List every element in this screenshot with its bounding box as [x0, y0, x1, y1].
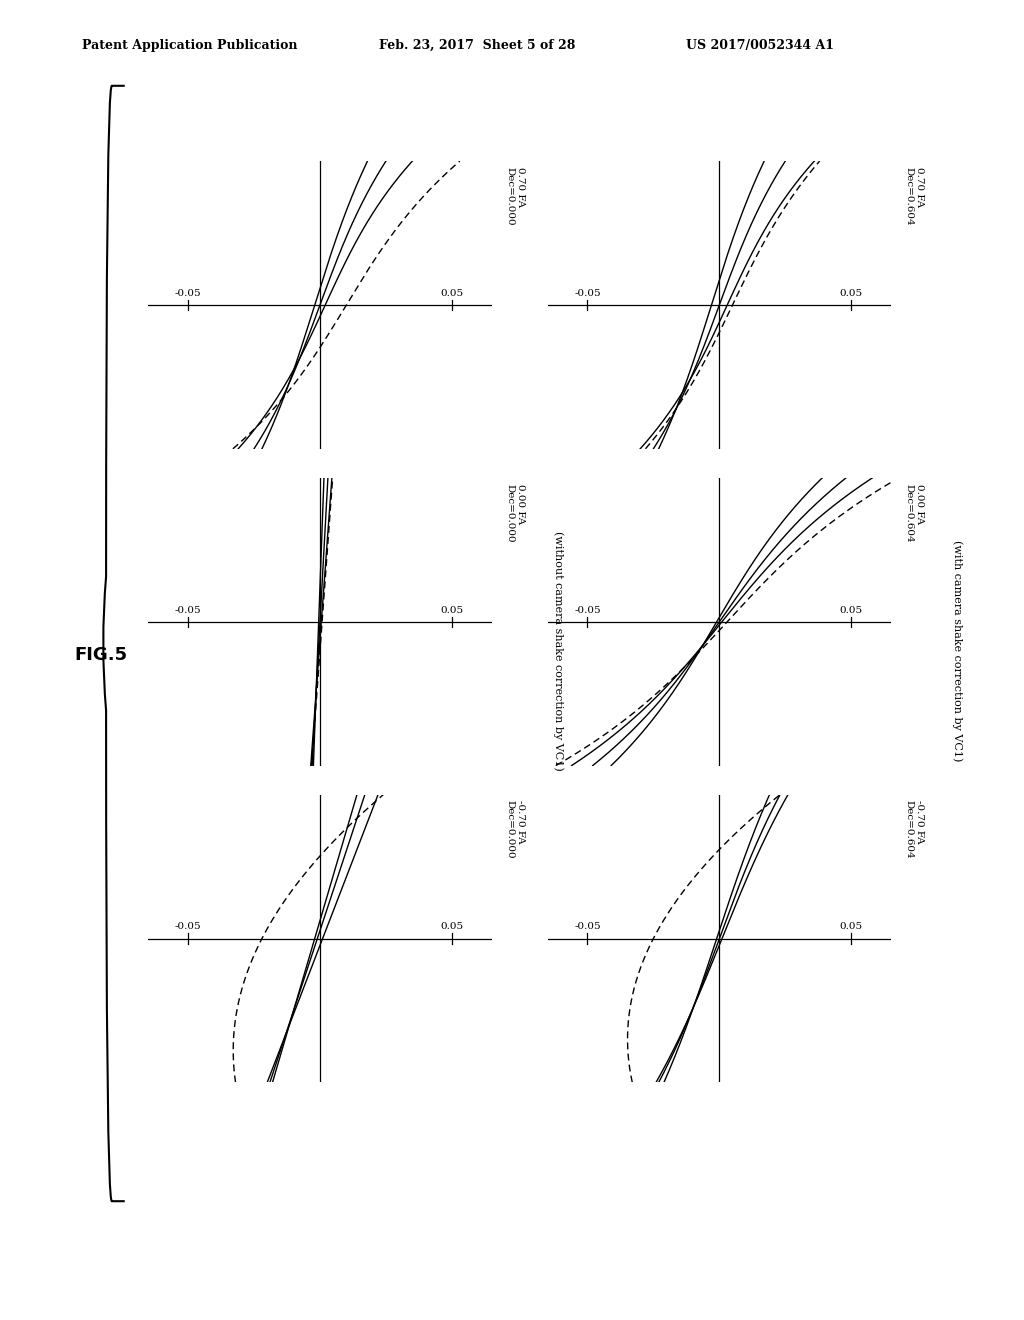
Text: 0.00 FA
Dec=0.604: 0.00 FA Dec=0.604	[904, 483, 924, 543]
Text: 0.05: 0.05	[840, 923, 863, 932]
Text: US 2017/0052344 A1: US 2017/0052344 A1	[686, 38, 835, 51]
Text: Patent Application Publication: Patent Application Publication	[82, 38, 297, 51]
Text: FIG.5: FIG.5	[75, 645, 128, 664]
Text: 0.05: 0.05	[440, 923, 464, 932]
Text: 0.70 FA
Dec=0.000: 0.70 FA Dec=0.000	[505, 166, 524, 226]
Text: (with camera shake correction by VC1): (with camera shake correction by VC1)	[952, 540, 963, 762]
Text: 0.05: 0.05	[440, 606, 464, 615]
Text: -0.05: -0.05	[175, 923, 202, 932]
Text: 0.70 FA
Dec=0.604: 0.70 FA Dec=0.604	[904, 166, 924, 226]
Text: (without camera shake correction by VC1): (without camera shake correction by VC1)	[553, 531, 563, 771]
Text: Feb. 23, 2017  Sheet 5 of 28: Feb. 23, 2017 Sheet 5 of 28	[379, 38, 575, 51]
Text: -0.70 FA
Dec=0.604: -0.70 FA Dec=0.604	[904, 800, 924, 859]
Text: -0.05: -0.05	[175, 606, 202, 615]
Text: 0.05: 0.05	[840, 289, 863, 298]
Text: -0.05: -0.05	[574, 923, 601, 932]
Text: -0.05: -0.05	[175, 289, 202, 298]
Text: -0.05: -0.05	[574, 289, 601, 298]
Text: -0.05: -0.05	[574, 606, 601, 615]
Text: -0.70 FA
Dec=0.000: -0.70 FA Dec=0.000	[505, 800, 524, 859]
Text: 0.05: 0.05	[840, 606, 863, 615]
Text: 0.05: 0.05	[440, 289, 464, 298]
Text: 0.00 FA
Dec=0.000: 0.00 FA Dec=0.000	[505, 483, 524, 543]
